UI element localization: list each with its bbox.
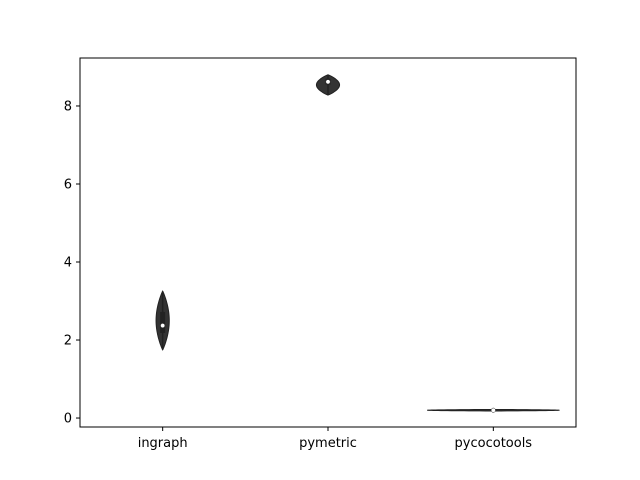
y-tick-label-2: 2: [64, 334, 72, 349]
violin-median-ingraph: [160, 323, 166, 329]
violin-group: [155, 74, 560, 413]
y-tick-label-4: 4: [64, 256, 72, 271]
y-tick-label-6: 6: [64, 177, 72, 192]
x-tick-label-ingraph: ingraph: [138, 436, 188, 451]
violin-median-pymetric: [325, 79, 331, 85]
violin-iqr-box-ingraph: [160, 311, 166, 333]
plot-background: [80, 58, 576, 427]
x-tick-label-pycocotools: pycocotools: [455, 436, 533, 451]
x-tick-label-pymetric: pymetric: [299, 436, 357, 451]
violin-median-pycocotools: [490, 407, 496, 413]
y-tick-label-0: 0: [64, 412, 72, 427]
plot-frame: [79, 57, 577, 428]
y-tick-label-8: 8: [64, 99, 72, 114]
axes: 0 2 4 6 8 ingraph pymetric pycocotools: [64, 99, 533, 451]
